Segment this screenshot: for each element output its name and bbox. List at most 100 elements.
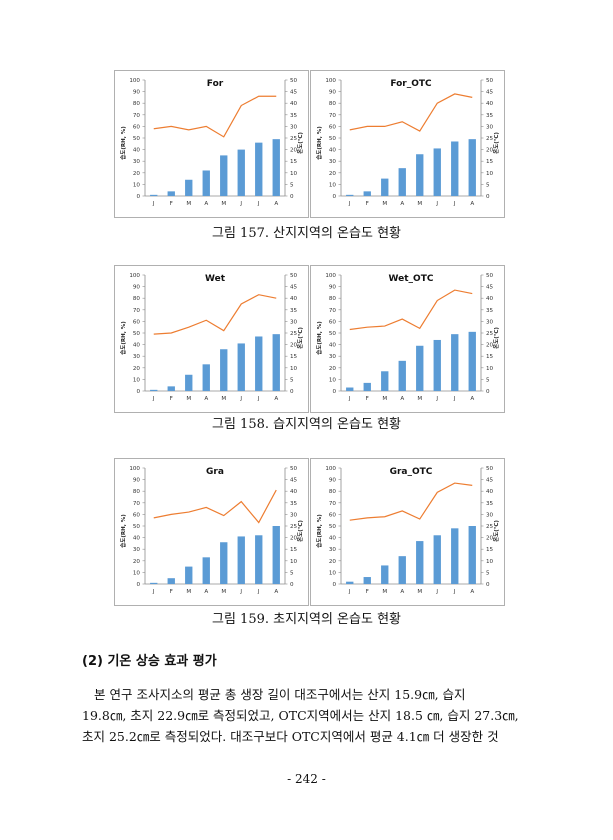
y-right-tick-label: 40 [290,489,298,495]
y-left-tick-label: 20 [133,559,141,565]
y-right-tick-label: 40 [290,296,298,302]
y-left-tick-label: 90 [329,478,337,484]
y-right-tick-label: 50 [290,273,298,279]
y-right-tick-label: 15 [486,159,494,165]
y-right-tick-label: 40 [290,101,298,107]
humidity-bar [185,179,193,196]
y-left-tick-label: 30 [133,159,141,165]
y-left-tick-label: 80 [329,101,337,107]
humidity-bar [150,389,158,391]
y-right-tick-label: 25 [486,136,494,142]
humidity-bar [185,374,193,391]
chart-title: Gra_OTC [390,467,433,477]
x-tick-label: F [170,589,173,595]
x-tick-label: F [366,589,369,595]
y-axis-right-label: 온도(℃) [492,327,500,349]
humidity-bar [433,535,441,584]
chart-for-otc: 0 10 20 30 40 50 60 70 80 90 100 0 5 10 15 20 25 30 35 40 45… [310,70,505,218]
chart-title: Gra [206,467,224,477]
x-tick-label: J [152,589,155,595]
x-tick-label: A [400,589,404,595]
humidity-bar [237,149,245,196]
y-right-tick-label: 45 [486,478,494,484]
x-tick-label: A [274,589,278,595]
y-left-tick-label: 50 [133,524,141,530]
y-axis-right-label: 온도(℃) [492,520,500,542]
y-left-tick-label: 80 [133,296,141,302]
humidity-bar [468,331,476,391]
x-tick-label: A [470,589,474,595]
y-left-tick-label: 50 [329,136,337,142]
x-tick-label: J [453,589,456,595]
y-left-tick-label: 60 [329,124,337,130]
humidity-bar [416,541,424,584]
chart-svg: 0 10 20 30 40 50 60 70 80 90 100 0 5 10 15 20 25 30 35 40 45… [119,78,304,207]
y-right-tick-label: 5 [486,570,490,576]
y-right-tick-label: 45 [290,90,298,96]
x-tick-label: M [186,396,191,402]
y-right-tick-label: 45 [486,285,494,291]
chart-title: For_OTC [390,79,432,89]
y-left-tick-label: 50 [329,331,337,337]
y-right-tick-label: 30 [290,124,298,130]
y-left-tick-label: 20 [133,171,141,177]
y-left-tick-label: 70 [133,501,141,507]
y-right-tick-label: 0 [290,389,294,395]
y-left-tick-label: 20 [133,366,141,372]
y-left-tick-label: 90 [329,90,337,96]
humidity-bar [433,148,441,196]
y-right-tick-label: 30 [486,319,494,325]
y-right-tick-label: 20 [290,148,298,154]
y-right-tick-label: 35 [486,113,494,119]
y-left-tick-label: 20 [329,171,337,177]
y-left-tick-label: 80 [133,489,141,495]
x-tick-label: J [435,589,438,595]
y-right-tick-label: 50 [486,466,494,472]
y-left-tick-label: 40 [329,536,337,542]
humidity-bar [255,535,263,584]
y-right-tick-label: 15 [486,547,494,553]
y-axis-left-label: 습도(RH, %) [315,321,323,355]
x-tick-label: A [274,396,278,402]
y-left-tick-label: 10 [133,570,141,576]
y-right-tick-label: 40 [486,296,494,302]
y-right-tick-label: 35 [486,308,494,314]
y-left-tick-label: 10 [133,182,141,188]
x-tick-label: A [204,589,208,595]
chart-svg: 0 10 20 30 40 50 60 70 80 90 100 0 5 10 15 20 25 30 35 40 45… [119,273,304,402]
y-left-tick-label: 10 [329,570,337,576]
y-right-tick-label: 20 [486,148,494,154]
y-right-tick-label: 10 [486,559,494,565]
y-right-tick-label: 15 [290,547,298,553]
x-tick-label: J [239,201,242,207]
x-tick-label: M [221,396,226,402]
y-left-tick-label: 0 [136,582,140,588]
y-left-tick-label: 60 [133,124,141,130]
y-axis-right-label: 온도(℃) [296,327,304,349]
humidity-bar [416,154,424,196]
x-tick-label: J [152,201,155,207]
y-right-tick-label: 50 [486,273,494,279]
x-tick-label: M [382,589,387,595]
chart-svg: 0 10 20 30 40 50 60 70 80 90 100 0 5 10 15 20 25 30 35 40 45… [315,466,500,595]
y-left-tick-label: 60 [133,319,141,325]
y-left-tick-label: 100 [325,78,336,84]
y-right-tick-label: 0 [486,582,490,588]
y-right-tick-label: 0 [290,194,294,200]
y-left-tick-label: 100 [129,466,140,472]
chart-title: Wet [205,274,226,284]
chart-svg: 0 10 20 30 40 50 60 70 80 90 100 0 5 10 15 20 25 30 35 40 45… [119,466,304,595]
y-left-tick-label: 10 [329,377,337,383]
y-left-tick-label: 30 [329,159,337,165]
y-right-tick-label: 50 [290,466,298,472]
humidity-bar [220,349,228,391]
y-axis-right-label: 온도(℃) [296,520,304,542]
y-right-tick-label: 50 [486,78,494,84]
y-right-tick-label: 40 [486,101,494,107]
y-right-tick-label: 20 [486,343,494,349]
humidity-bar [202,170,210,196]
humidity-bar [346,194,354,196]
y-right-tick-label: 15 [290,159,298,165]
humidity-bar [220,155,228,196]
humidity-bar [272,334,280,391]
